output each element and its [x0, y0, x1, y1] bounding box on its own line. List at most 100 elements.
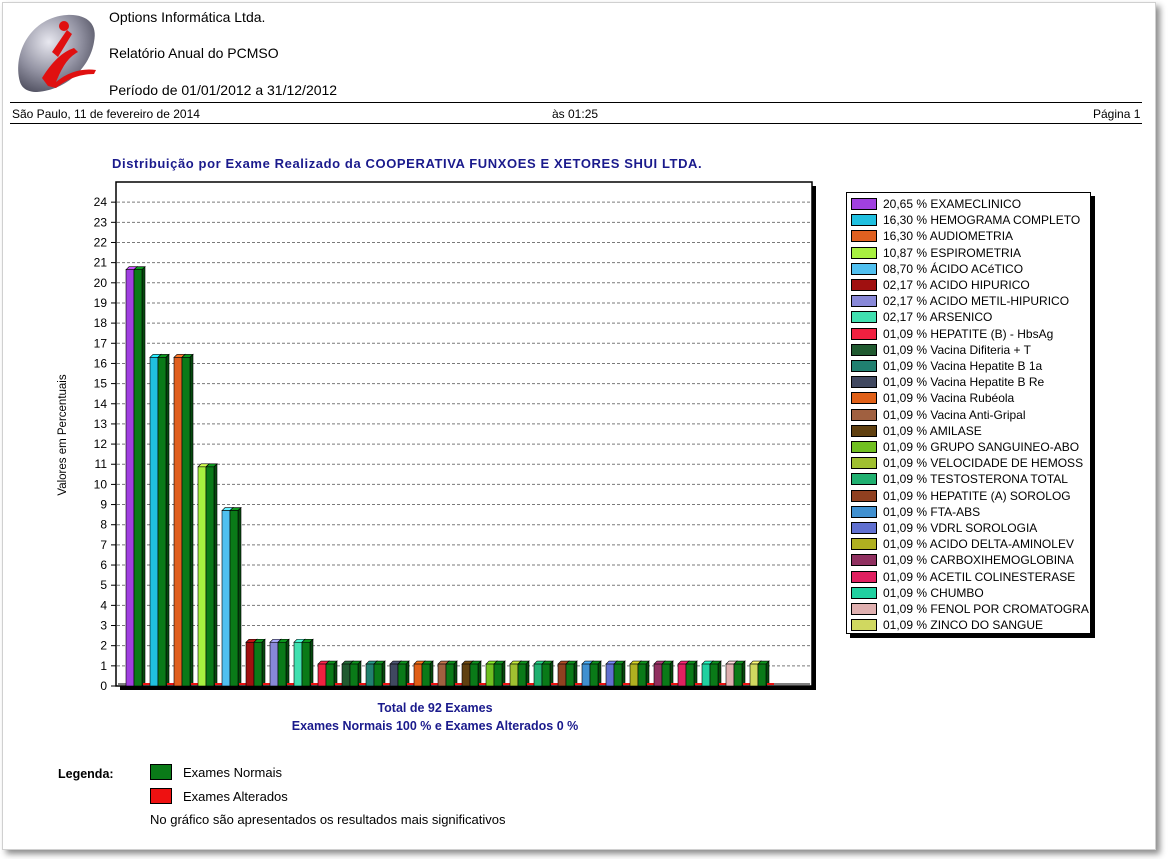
header-rule-bottom	[10, 123, 1142, 124]
legend-swatch	[851, 489, 877, 502]
altered-bar	[623, 683, 630, 685]
legend-item: 01,09 % Vacina Hepatite B Re	[851, 374, 1044, 390]
category-bar	[365, 663, 375, 687]
legend-swatch	[851, 279, 877, 291]
normal-bar-side	[549, 660, 554, 687]
legend-altered-swatch	[150, 788, 172, 804]
altered-bar	[575, 683, 582, 685]
normal-bar-side	[621, 660, 626, 687]
normal-bar-side	[693, 660, 698, 687]
category-bar	[221, 510, 231, 687]
legend-item-label: 10,87 % ESPIROMETRIA	[883, 245, 1022, 260]
altered-bar	[479, 683, 486, 685]
altered-bar	[599, 683, 606, 685]
legend-item-label: 01,09 % Vacina Hepatite B Re	[883, 375, 1045, 390]
normal-bar	[541, 663, 551, 687]
normal-bar	[589, 663, 599, 687]
legend-swatch	[851, 619, 877, 632]
normal-bar	[277, 641, 287, 687]
legend-item: 01,09 % VDRL SOROLOGIA	[851, 520, 1037, 536]
normal-bar	[181, 357, 191, 687]
chart-legend: 20,65 % EXAMECLINICO 16,30 % HEMOGRAMA CO…	[846, 192, 1091, 634]
normal-bar-side	[189, 353, 194, 687]
y-tick-label: 20	[94, 276, 108, 290]
normal-bar	[685, 663, 695, 687]
total-exams: Total de 92 Exames	[377, 701, 493, 715]
category-bar	[341, 663, 351, 687]
y-tick-label: 14	[94, 397, 108, 411]
chart-title: Distribuição por Exame Realizado da COOP…	[112, 156, 703, 171]
legend-item: 16,30 % AUDIOMETRIA	[851, 228, 1013, 244]
legend-swatch	[851, 554, 877, 567]
y-tick-label: 15	[94, 377, 108, 391]
normal-bar	[229, 510, 239, 687]
legend-item-label: 16,30 % AUDIOMETRIA	[883, 229, 1014, 244]
normal-altered-summary: Exames Normais 100 % e Exames Alterados …	[291, 719, 579, 733]
header-rule-top	[10, 102, 1142, 103]
legend-swatch	[851, 295, 877, 308]
y-tick-label: 10	[94, 477, 108, 491]
normal-bar	[325, 663, 335, 687]
legend-item-label: 01,09 % FTA-ABS	[883, 504, 981, 519]
legend-swatch	[851, 570, 877, 583]
report-title: Relatório Anual do PCMSO	[109, 45, 279, 61]
y-tick-label: 17	[94, 336, 108, 350]
legend-item-label: 01,09 % ACETIL COLINESTERASE	[883, 569, 1076, 584]
legend-item-label: 01,09 % ZINCO DO SANGUE	[883, 618, 1044, 633]
category-bar	[437, 663, 447, 687]
legend-swatch	[851, 505, 877, 518]
normal-bar-side	[429, 660, 434, 687]
altered-bar	[335, 683, 342, 685]
normal-bar-side	[645, 660, 650, 687]
legend-swatch	[851, 376, 877, 389]
y-tick-label: 23	[94, 215, 108, 229]
altered-bar	[191, 683, 198, 685]
legend-item-label: 01,09 % Vacina Hepatite B 1a	[883, 359, 1043, 373]
legend-swatch	[851, 408, 877, 421]
legend-item-label: 01,09 % Vacina Rubéola	[883, 391, 1015, 406]
normal-bar	[253, 641, 263, 687]
legend-swatch	[851, 311, 877, 324]
legend-item-label: 02,17 % ARSENICO	[883, 310, 993, 325]
normal-bar	[445, 663, 455, 687]
y-tick-label: 18	[94, 316, 108, 330]
legend-item: 01,09 % Vacina Difiteria + T	[851, 342, 1031, 358]
normal-bar	[205, 466, 215, 687]
legend-altered: Exames Alterados	[150, 788, 288, 804]
altered-bar	[743, 683, 750, 685]
category-bar	[605, 663, 615, 687]
category-bar	[533, 663, 543, 687]
legend-swatch	[851, 343, 877, 356]
legend-item-label: 01,09 % TESTOSTERONA TOTAL	[883, 472, 1068, 487]
category-bar	[413, 663, 423, 687]
legend-item-label: 01,09 % CHUMBO	[883, 585, 984, 600]
y-tick-label: 9	[100, 498, 107, 512]
legend-normal-label: Exames Normais	[183, 764, 282, 780]
legend-item-label: 08,70 % ÁCIDO ACéTICO	[883, 261, 1024, 276]
category-bar	[677, 663, 687, 687]
altered-bar	[143, 683, 150, 685]
normal-bar	[613, 663, 623, 687]
legend-item: 10,87 % ESPIROMETRIA	[851, 245, 1021, 261]
altered-bar	[551, 683, 558, 685]
legend-altered-label: Exames Alterados	[183, 788, 288, 804]
normal-bar-side	[477, 660, 482, 687]
y-tick-label: 0	[100, 679, 107, 693]
normal-bar	[349, 663, 359, 687]
normal-bar-side	[357, 660, 362, 687]
legend-item-label: 01,09 % HEPATITE (A) SOROLOG	[883, 488, 1071, 503]
altered-bar	[671, 683, 678, 685]
normal-bar-side	[525, 660, 530, 687]
y-tick-label: 22	[94, 235, 108, 249]
normal-bar	[733, 663, 743, 687]
legend-item-label: 01,09 % HEPATITE (B) - HbsAg	[883, 326, 1054, 341]
normal-bar-side	[597, 660, 602, 687]
legend-item-label: 01,09 % AMILASE	[883, 423, 982, 438]
category-bar	[293, 641, 303, 687]
y-tick-label: 7	[100, 538, 107, 552]
category-bar	[725, 663, 735, 687]
legend-heading: Legenda:	[58, 767, 114, 781]
normal-bar	[157, 357, 167, 687]
legend-swatch	[851, 538, 877, 551]
normal-bar	[709, 663, 719, 687]
